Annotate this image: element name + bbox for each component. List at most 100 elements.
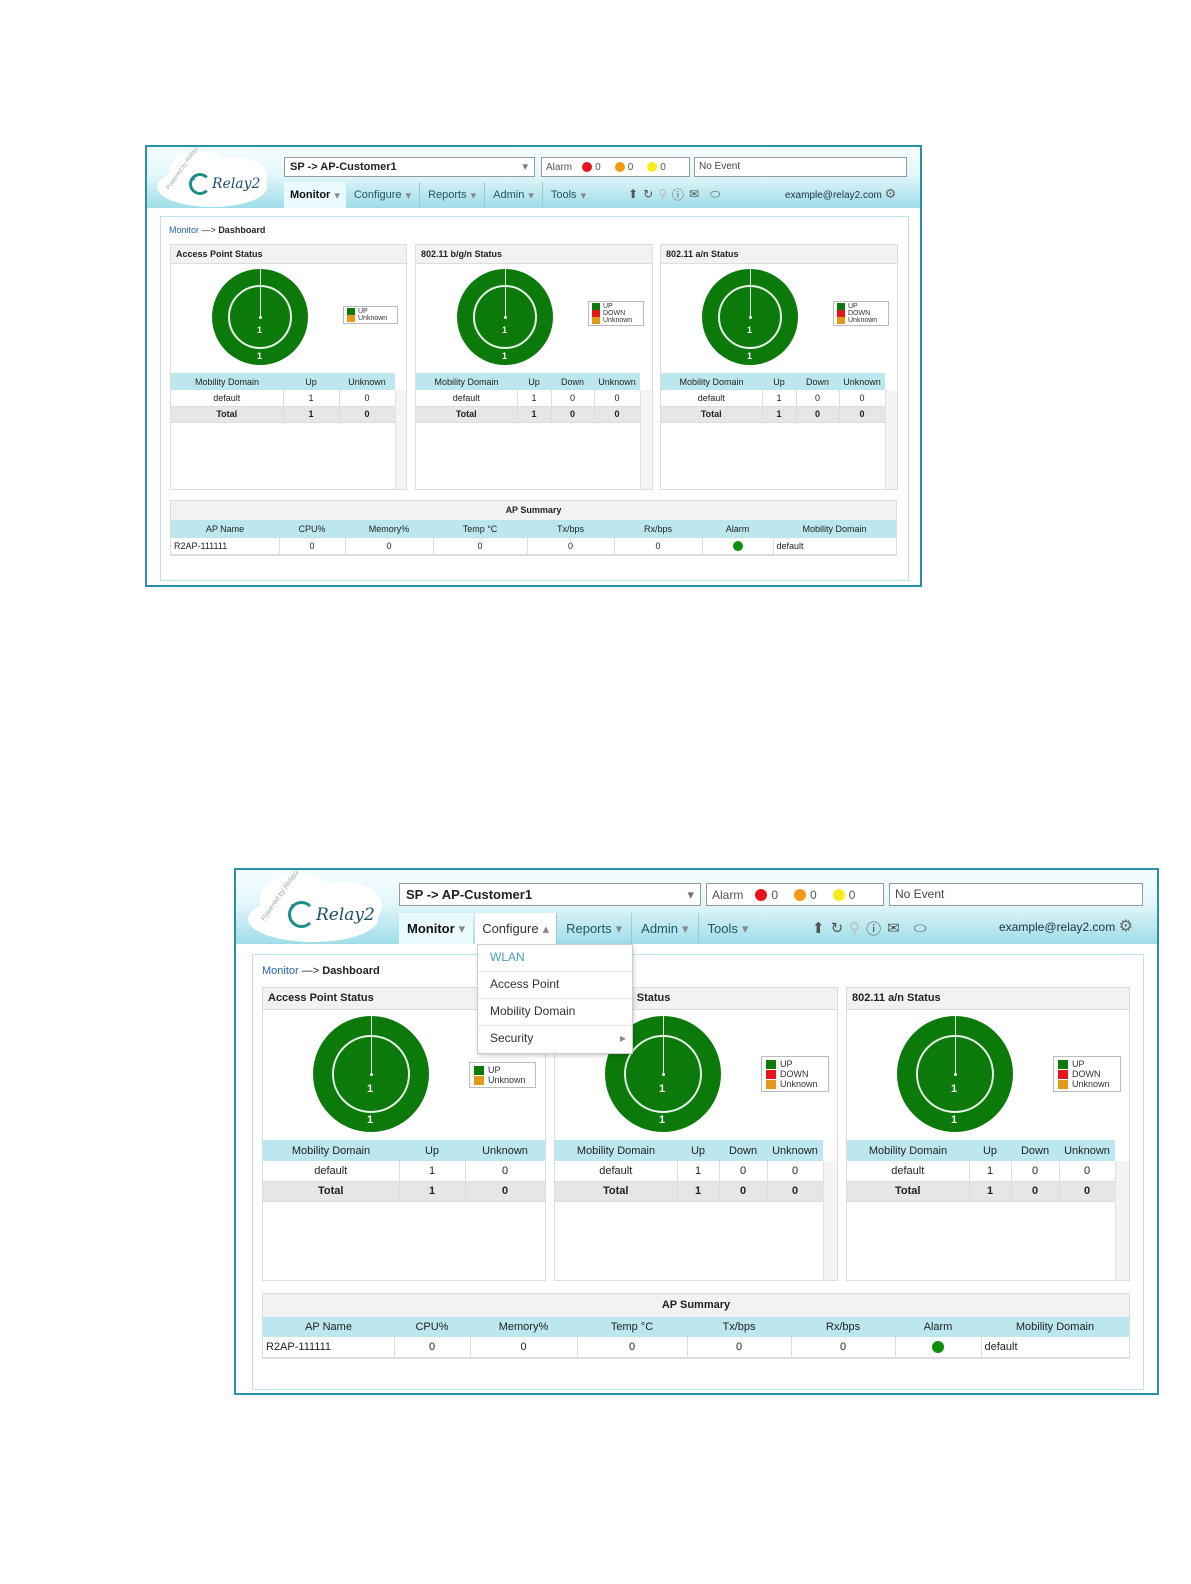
column-header: Alarm — [895, 1317, 981, 1337]
table-cell: Total — [416, 406, 518, 423]
refresh-icon[interactable]: ↻ — [830, 920, 844, 937]
table-scrollbar[interactable] — [885, 390, 897, 489]
table-row[interactable]: default 1 0 0 — [847, 1161, 1116, 1182]
legend-label: Unknown — [358, 315, 388, 322]
table-cell: 0 — [767, 1161, 824, 1182]
help-icon[interactable]: ⓘ — [866, 920, 882, 938]
table-row[interactable]: R2AP-111111 0 0 0 0 0 default — [171, 538, 897, 555]
chevron-down-icon: ▾ — [458, 920, 466, 936]
device-icon[interactable]: ⬭ — [913, 919, 927, 937]
donut-spoke — [750, 269, 751, 317]
gear-icon[interactable]: ⚙ — [1118, 918, 1133, 935]
column-header: Up — [969, 1140, 1011, 1161]
customer-select[interactable]: SP -> AP-Customer1 ▾ — [284, 157, 535, 177]
table-cell: default — [416, 390, 518, 407]
menu-item-security-label: Security — [490, 1031, 534, 1045]
chevron-down-icon: ▾ — [615, 920, 623, 936]
nav-admin[interactable]: Admin ▾ — [632, 913, 697, 944]
nav-reports[interactable]: Reports ▾ — [557, 913, 631, 944]
ap-status-donut[interactable]: 1 1 — [212, 269, 308, 365]
nav-monitor[interactable]: Monitor ▾ — [399, 913, 474, 944]
legend-label: UP — [848, 303, 858, 310]
table-scrollbar[interactable] — [823, 1161, 837, 1280]
customer-select[interactable]: SP -> AP-Customer1 ▾ — [399, 883, 701, 906]
mail-icon[interactable]: ✉ — [887, 920, 900, 937]
toolbar-icons: ⬆ ↻ ⚲ ⓘ ✉ ⬭ — [628, 184, 720, 204]
chevron-down-icon: ▾ — [528, 189, 534, 202]
menu-item-access-point[interactable]: Access Point — [478, 972, 632, 999]
dashboard-screenshot-top: Powered by Relay2 Relay2 SP -> AP-Custom… — [145, 145, 922, 587]
column-header: Mobility Domain — [847, 1140, 969, 1161]
nav-admin[interactable]: Admin ▾ — [485, 182, 542, 208]
legend-label: UP — [358, 308, 368, 315]
donut-outer-label: 1 — [257, 351, 263, 361]
column-header: CPU% — [279, 520, 345, 538]
nav-tools[interactable]: Tools ▾ — [699, 913, 758, 944]
search-icon[interactable]: ⚲ — [658, 187, 667, 201]
nav-reports[interactable]: Reports ▾ — [420, 182, 484, 208]
device-icon[interactable]: ⬭ — [710, 186, 721, 201]
help-icon[interactable]: ⓘ — [671, 187, 684, 202]
legend-swatch — [766, 1059, 776, 1069]
table-row[interactable]: default 1 0 0 — [416, 390, 641, 407]
menu-item-mobility-domain[interactable]: Mobility Domain — [478, 999, 632, 1026]
donut-inner-label: 1 — [747, 325, 753, 335]
upload-icon[interactable]: ⬆ — [812, 920, 825, 937]
upload-icon[interactable]: ⬆ — [628, 187, 639, 201]
mail-icon[interactable]: ✉ — [688, 187, 699, 201]
gear-icon[interactable]: ⚙ — [884, 186, 897, 201]
table-scrollbar[interactable] — [1115, 1161, 1129, 1280]
breadcrumb-separator: —> — [201, 225, 216, 235]
column-header: Unknown — [465, 1140, 545, 1161]
alarm-summary[interactable]: Alarm 0 0 0 — [541, 157, 690, 177]
nav-configure[interactable]: Configure ▾ — [346, 182, 419, 208]
ap-status-donut[interactable]: 1 1 — [313, 1016, 429, 1132]
breadcrumb-monitor-link[interactable]: Monitor — [262, 965, 299, 977]
relay2-logo[interactable]: Relay2 — [288, 901, 375, 928]
nav-configure[interactable]: Configure ▴ — [475, 913, 557, 944]
an-status-table: Mobility Domain Up Down Unknown default … — [847, 1140, 1116, 1202]
breadcrumb-monitor-link[interactable]: Monitor — [169, 225, 200, 235]
legend-item-down: DOWN — [1058, 1069, 1116, 1079]
an-status-donut[interactable]: 1 1 — [702, 269, 798, 365]
customer-select-value: SP -> AP-Customer1 — [406, 887, 533, 902]
search-icon[interactable]: ⚲ — [849, 920, 861, 937]
breadcrumb-current: Dashboard — [218, 225, 266, 235]
an-status-donut[interactable]: 1 1 — [897, 1016, 1013, 1132]
column-header: Temp °C — [433, 520, 527, 538]
nav-monitor-label: Monitor — [290, 189, 331, 201]
table-cell: 0 — [594, 406, 641, 423]
user-menu[interactable]: example@relay2.com ⚙ — [785, 186, 896, 202]
ap-summary-table: AP Name CPU% Memory% Temp °C Tx/bps Rx/b… — [263, 1317, 1130, 1358]
table-scrollbar[interactable] — [395, 390, 406, 489]
app-header: Powered by Relay2 Relay2 SP -> AP-Custom… — [147, 147, 920, 208]
event-field[interactable]: No Event — [889, 883, 1143, 906]
chevron-down-icon: ▾ — [470, 189, 477, 202]
red-alarm-icon — [582, 162, 593, 172]
bgn-status-table: Mobility Domain Up Down Unknown default … — [555, 1140, 824, 1202]
legend-swatch — [837, 303, 845, 310]
menu-item-wlan[interactable]: WLAN — [478, 945, 632, 972]
alarm-summary[interactable]: Alarm 0 0 0 — [706, 883, 884, 906]
event-field[interactable]: No Event — [694, 157, 907, 177]
table-row[interactable]: default 1 0 0 — [661, 390, 886, 407]
nav-tools[interactable]: Tools ▾ — [543, 182, 594, 208]
menu-item-security[interactable]: Security ▸ — [478, 1026, 632, 1053]
table-row[interactable]: R2AP-111111 0 0 0 0 0 default — [263, 1337, 1130, 1358]
table-row[interactable]: default 1 0 0 — [555, 1161, 824, 1182]
relay2-logo[interactable]: Relay2 — [189, 173, 260, 195]
nav-admin-label: Admin — [641, 921, 679, 936]
chart-legend: UP Unknown — [343, 306, 398, 324]
legend-item-unknown: Unknown — [347, 315, 394, 322]
table-row[interactable]: default 1 0 — [171, 390, 396, 407]
nav-monitor[interactable]: Monitor ▾ — [284, 182, 346, 208]
legend-swatch — [1058, 1079, 1068, 1089]
refresh-icon[interactable]: ↻ — [643, 187, 654, 201]
nav-reports-label: Reports — [428, 189, 467, 201]
table-scrollbar[interactable] — [640, 390, 652, 489]
chevron-down-icon: ▾ — [687, 887, 694, 902]
table-row[interactable]: default 1 0 — [263, 1161, 546, 1182]
user-menu[interactable]: example@relay2.com ⚙ — [999, 916, 1133, 936]
table-cell: 1 — [283, 406, 340, 423]
bgn-status-donut[interactable]: 1 1 — [457, 269, 553, 365]
